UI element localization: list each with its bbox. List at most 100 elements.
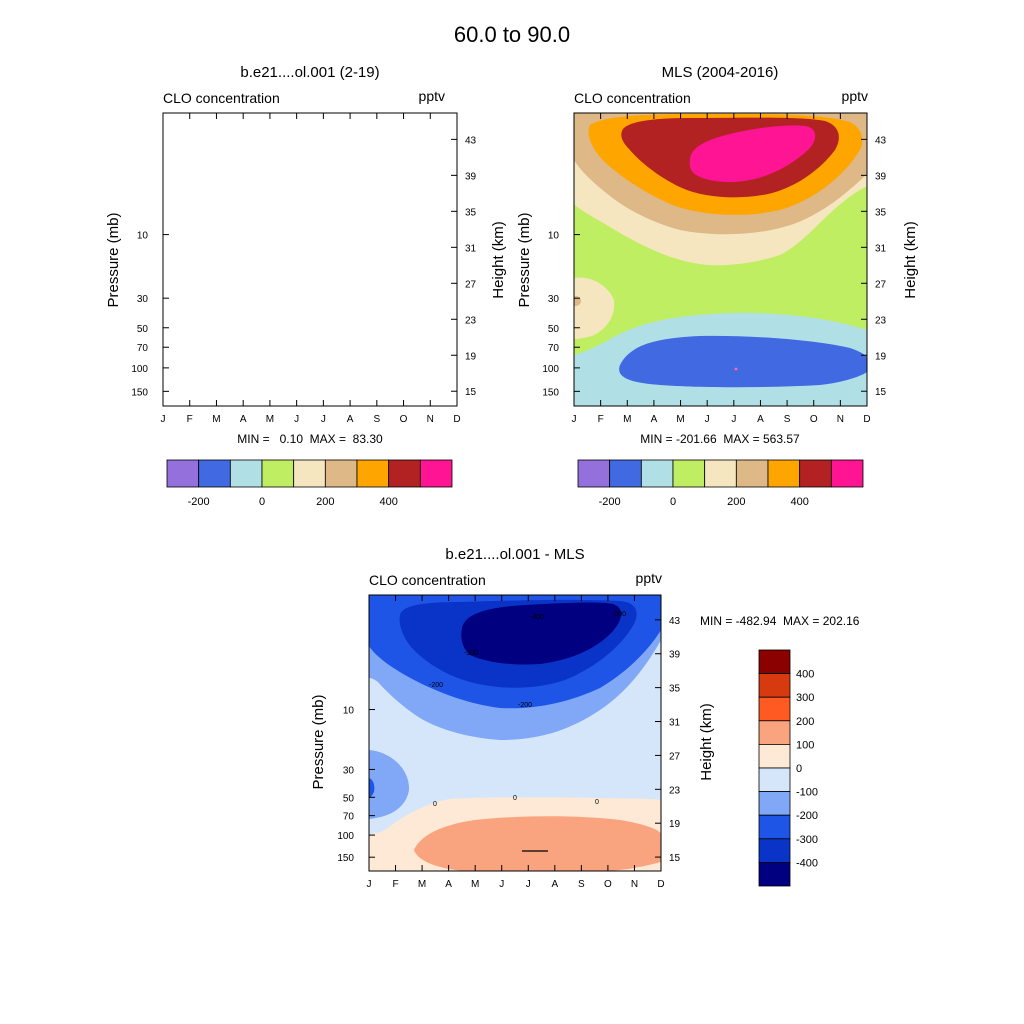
x-tick-label: A bbox=[651, 414, 658, 425]
contour-label: 0 bbox=[513, 795, 517, 802]
min-max-stats: MIN = -201.66 MAX = 563.57 bbox=[640, 432, 800, 446]
y-tick-label: 150 bbox=[131, 387, 148, 398]
height-tick-label: 39 bbox=[875, 171, 887, 182]
x-tick-label: A bbox=[757, 414, 764, 425]
colorbar-box bbox=[229, 459, 263, 488]
colorbar-label: 400 bbox=[790, 496, 808, 508]
x-tick-label: M bbox=[623, 414, 631, 425]
x-tick-label: J bbox=[294, 414, 299, 425]
colorbar-label: -200 bbox=[796, 810, 818, 822]
x-tick-label: A bbox=[445, 879, 452, 890]
colorbar-box bbox=[758, 649, 791, 675]
x-tick-label: J bbox=[705, 414, 710, 425]
x-tick-label: F bbox=[392, 879, 398, 890]
colorbar-box bbox=[758, 696, 791, 722]
panel-title: MLS (2004-2016) bbox=[662, 64, 779, 81]
colorbar-box bbox=[758, 862, 791, 887]
y-tick-label: 70 bbox=[343, 812, 355, 823]
x-tick-label: D bbox=[863, 414, 870, 425]
x-tick-label: N bbox=[427, 414, 434, 425]
x-tick-label: J bbox=[367, 879, 372, 890]
colorbar-label: 400 bbox=[796, 669, 814, 681]
height-ticks: 43 39 35 31 27 23 19 15 bbox=[451, 135, 477, 398]
x-tick-label: N bbox=[837, 414, 844, 425]
height-tick-label: 31 bbox=[465, 243, 477, 254]
units-label: pptv bbox=[842, 88, 868, 104]
contour-band-minus300-minus200-low bbox=[369, 778, 375, 798]
x-tick-label: M bbox=[418, 879, 426, 890]
height-tick-label: 19 bbox=[669, 819, 681, 830]
units-label: pptv bbox=[419, 88, 445, 104]
x-tick-label: J bbox=[161, 414, 166, 425]
colorbar-box bbox=[758, 720, 791, 745]
colorbar: -200 0 200 400 bbox=[577, 459, 864, 508]
y-tick-label: 30 bbox=[343, 765, 355, 776]
y-tick-label: 100 bbox=[337, 831, 354, 842]
x-tick-label: J bbox=[321, 414, 326, 425]
colorbar: 400 300 200 100 0 -100 -200 -300 -400 bbox=[758, 649, 818, 887]
x-tick-label: O bbox=[604, 879, 612, 890]
panel-difference: b.e21....ol.001 - MLS CLO concentration … bbox=[310, 546, 860, 890]
colorbar-box bbox=[758, 673, 791, 698]
height-tick-label: 19 bbox=[465, 351, 477, 362]
colorbar-label: -200 bbox=[599, 496, 621, 508]
colorbar-box bbox=[758, 744, 791, 769]
contour-label: -300 bbox=[612, 611, 626, 618]
contour-band-above-600 bbox=[689, 125, 816, 183]
height-tick-label: 15 bbox=[465, 387, 477, 398]
x-tick-label: S bbox=[578, 879, 585, 890]
panel-mls: MLS (2004-2016) CLO concentration pptv J… bbox=[516, 64, 919, 508]
height-tick-label: 35 bbox=[465, 207, 477, 218]
colorbar-box bbox=[166, 459, 200, 488]
colorbar-label: 300 bbox=[796, 692, 814, 704]
x-tick-label: O bbox=[810, 414, 818, 425]
x-tick-label: F bbox=[187, 414, 193, 425]
y-tick-label: 10 bbox=[343, 706, 355, 717]
colorbar-box bbox=[758, 767, 791, 793]
panel-title: b.e21....ol.001 (2-19) bbox=[240, 64, 379, 81]
units-label: pptv bbox=[636, 570, 662, 586]
colorbar-label: 0 bbox=[796, 763, 802, 775]
contour-band-300-400-low bbox=[574, 296, 581, 306]
field-label: CLO concentration bbox=[574, 90, 691, 106]
y-axis-label: Pressure (mb) bbox=[105, 212, 122, 307]
colorbar-box bbox=[388, 459, 421, 488]
height-tick-label: 39 bbox=[669, 650, 681, 661]
min-max-stats: MIN = 0.10 MAX = 83.30 bbox=[237, 432, 383, 446]
plot-frame bbox=[573, 112, 868, 407]
y-tick-label: 10 bbox=[137, 231, 149, 242]
x-tick-label: J bbox=[572, 414, 577, 425]
colorbar-box bbox=[324, 459, 358, 488]
colorbar-label: 100 bbox=[796, 739, 814, 751]
y-tick-label: 50 bbox=[343, 793, 355, 804]
contour-fill bbox=[369, 595, 661, 871]
colorbar-label: 200 bbox=[727, 496, 745, 508]
x-tick-label: J bbox=[731, 414, 736, 425]
contour-label: -300 bbox=[464, 650, 478, 657]
y-ticks: 10 30 50 70 100 150 bbox=[337, 706, 375, 864]
height-tick-label: 27 bbox=[669, 751, 681, 762]
plot-frame bbox=[368, 594, 662, 872]
colorbar-label: -400 bbox=[796, 857, 818, 869]
x-tick-label: J bbox=[526, 879, 531, 890]
y-tick-label: 150 bbox=[542, 387, 559, 398]
contour-speck bbox=[734, 367, 738, 371]
colorbar-box bbox=[640, 459, 674, 488]
y-tick-label: 30 bbox=[548, 294, 560, 305]
colorbar-box bbox=[609, 459, 642, 488]
colorbar-label: 400 bbox=[379, 496, 397, 508]
colorbar-box bbox=[758, 838, 791, 863]
y-tick-label: 70 bbox=[548, 343, 560, 354]
colorbar-box bbox=[198, 459, 231, 488]
height-ticks: 43 39 35 31 27 23 19 15 bbox=[655, 616, 681, 864]
height-tick-label: 35 bbox=[875, 207, 887, 218]
y-ticks: 10 30 50 70 100 150 bbox=[542, 231, 580, 398]
plot-area bbox=[162, 112, 458, 407]
y-tick-label: 10 bbox=[548, 231, 560, 242]
colorbar-box bbox=[767, 459, 801, 488]
height-tick-label: 43 bbox=[669, 616, 681, 627]
height-tick-label: 27 bbox=[875, 279, 887, 290]
colorbar-box bbox=[261, 459, 295, 488]
